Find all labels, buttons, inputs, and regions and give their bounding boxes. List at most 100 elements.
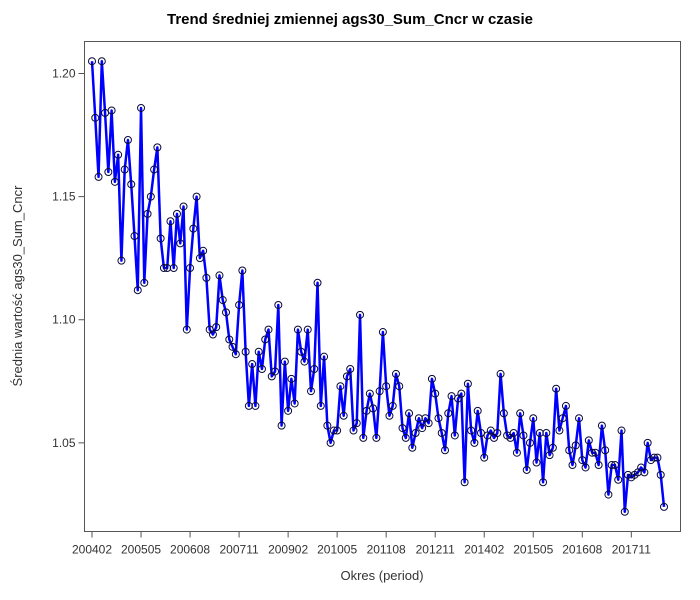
data-point xyxy=(176,239,185,248)
data-point xyxy=(584,436,593,445)
x-tick-label: 201608 xyxy=(562,543,602,557)
data-point xyxy=(186,264,195,273)
data-point xyxy=(610,461,619,470)
data-point xyxy=(375,387,384,396)
data-point xyxy=(91,113,100,122)
data-point xyxy=(418,424,427,433)
x-axis-label: Okres (period) xyxy=(340,568,423,583)
data-point xyxy=(578,456,587,465)
x-tick-label: 200902 xyxy=(268,543,308,557)
data-point xyxy=(356,310,365,319)
data-point xyxy=(310,364,319,373)
data-point xyxy=(153,143,162,152)
data-point xyxy=(369,404,378,413)
data-point xyxy=(604,490,613,499)
data-point xyxy=(575,414,584,423)
x-axis: 200402 200505 200608 200711 200902 201005 2011… xyxy=(72,531,651,557)
data-point xyxy=(97,57,106,66)
series-line xyxy=(90,59,666,514)
data-point xyxy=(228,342,237,351)
data-point xyxy=(496,369,505,378)
data-point xyxy=(172,209,181,218)
data-point xyxy=(231,350,240,359)
data-point xyxy=(512,448,521,457)
data-point xyxy=(565,446,574,455)
data-point xyxy=(199,246,208,255)
data-point xyxy=(189,224,198,233)
data-point xyxy=(241,347,250,356)
data-point xyxy=(561,401,570,410)
data-point xyxy=(297,347,306,356)
data-point xyxy=(208,330,217,339)
data-point xyxy=(509,429,518,438)
x-tick-label: 200402 xyxy=(72,543,112,557)
data-point xyxy=(532,458,541,467)
data-point xyxy=(372,433,381,442)
data-point xyxy=(558,414,567,423)
data-point xyxy=(617,426,626,435)
data-point xyxy=(300,357,309,366)
data-point xyxy=(352,419,361,428)
y-tick-label: 1.05 xyxy=(52,436,76,450)
data-point xyxy=(437,429,446,438)
y-tick-label: 1.15 xyxy=(52,190,76,204)
data-point xyxy=(323,421,332,430)
data-point xyxy=(140,278,149,287)
data-point xyxy=(643,438,652,447)
data-point xyxy=(110,177,119,186)
data-point xyxy=(405,409,414,418)
x-tick-label: 200505 xyxy=(121,543,161,557)
data-point xyxy=(601,446,610,455)
data-point xyxy=(251,401,260,410)
data-point xyxy=(653,453,662,462)
data-point xyxy=(444,409,453,418)
data-point xyxy=(588,448,597,457)
x-tick-label: 201402 xyxy=(464,543,504,557)
data-point xyxy=(150,165,159,174)
data-point xyxy=(378,328,387,337)
data-markers xyxy=(88,57,668,516)
data-point xyxy=(293,325,302,334)
data-point xyxy=(359,433,368,442)
data-point xyxy=(235,300,244,309)
data-point xyxy=(349,426,358,435)
data-point xyxy=(280,357,289,366)
x-tick-label: 201711 xyxy=(612,543,651,557)
x-tick-label: 201108 xyxy=(367,543,406,557)
data-point xyxy=(391,369,400,378)
data-point xyxy=(346,364,355,373)
data-point xyxy=(117,256,126,265)
data-point xyxy=(660,502,668,511)
data-point xyxy=(431,389,440,398)
data-point xyxy=(271,367,280,376)
data-point xyxy=(470,438,479,447)
data-point xyxy=(192,192,201,201)
data-point xyxy=(146,192,155,201)
data-point xyxy=(441,446,450,455)
plot-area-frame xyxy=(84,41,681,532)
data-point xyxy=(382,382,391,391)
data-point xyxy=(137,103,146,112)
data-point xyxy=(248,360,257,369)
data-point xyxy=(329,426,338,435)
data-point xyxy=(473,406,482,415)
data-point xyxy=(254,347,263,356)
data-point xyxy=(114,150,123,159)
data-point xyxy=(542,429,551,438)
data-point xyxy=(303,325,312,334)
data-point xyxy=(460,478,469,487)
data-point xyxy=(581,463,590,472)
y-tick-label: 1.10 xyxy=(52,313,76,327)
data-point xyxy=(525,438,534,447)
data-point xyxy=(107,106,116,115)
data-point xyxy=(424,419,433,428)
data-point xyxy=(342,372,351,381)
data-point xyxy=(182,325,191,334)
data-point xyxy=(480,453,489,462)
data-point xyxy=(333,426,342,435)
data-point xyxy=(274,300,283,309)
data-point xyxy=(179,202,188,211)
data-point xyxy=(365,389,374,398)
data-point xyxy=(123,135,132,144)
data-point xyxy=(539,478,548,487)
